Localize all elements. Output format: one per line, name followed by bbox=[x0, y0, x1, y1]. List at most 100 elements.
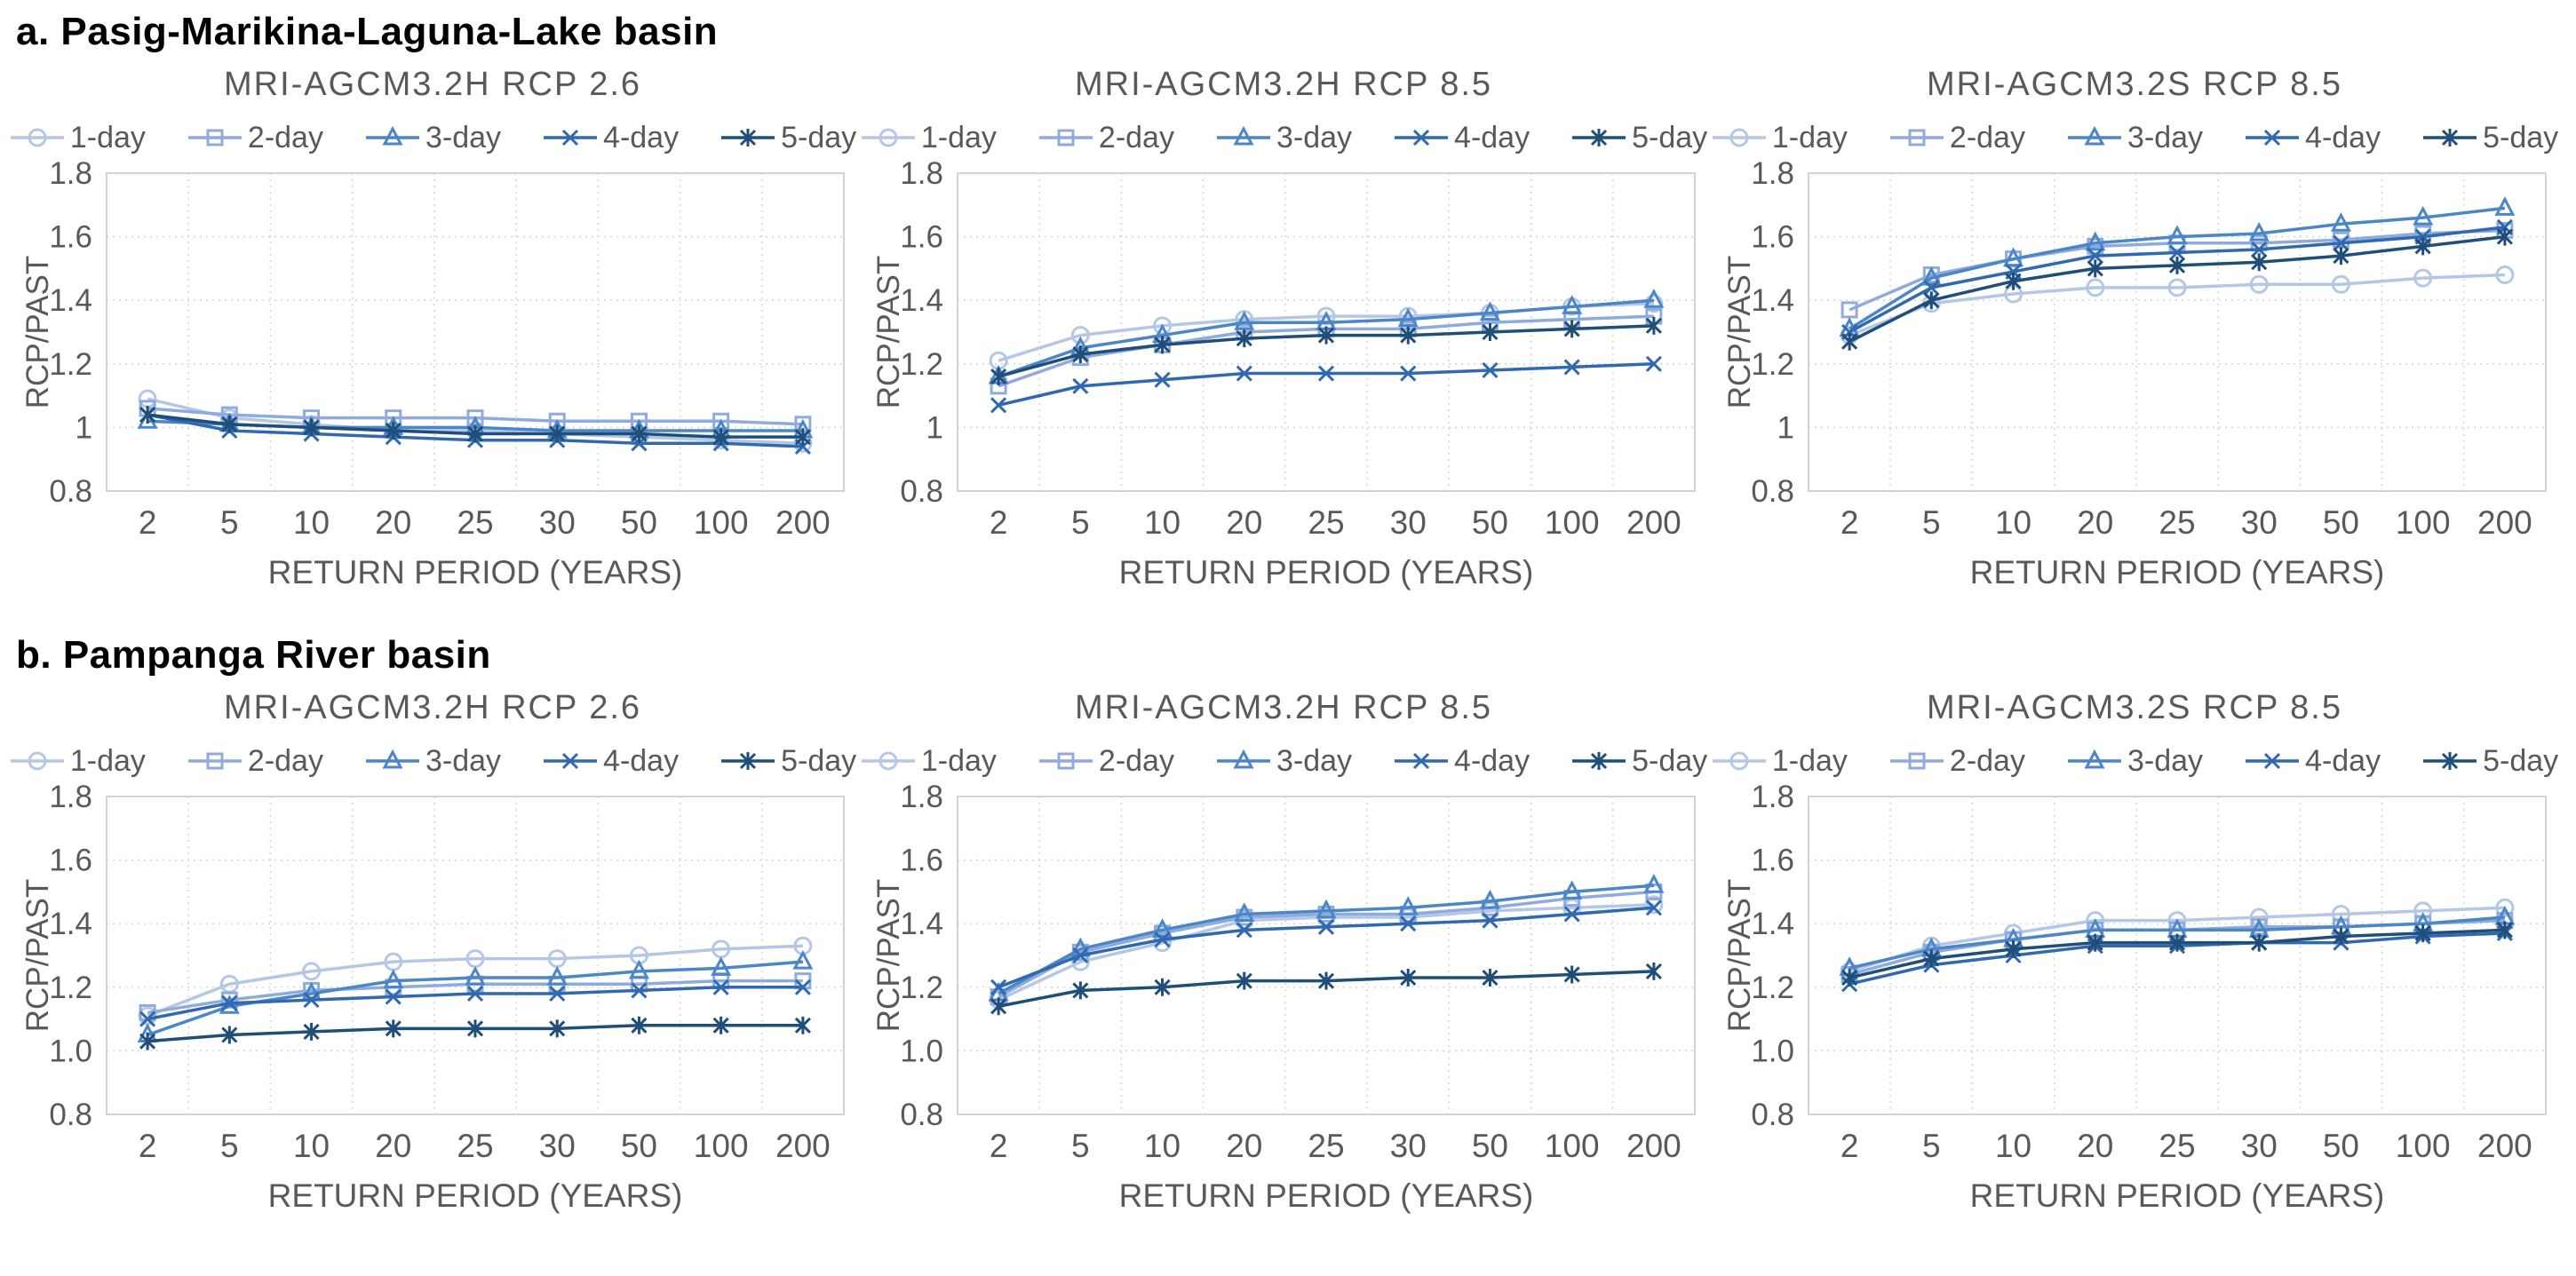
plot-svg: 0.81.01.21.41.61.82 5 10 20 25 30 50 100 200RCP/… bbox=[871, 784, 1696, 1214]
x-marker-icon bbox=[542, 749, 599, 773]
svg-text:RETURN PERIOD (YEARS): RETURN PERIOD (YEARS) bbox=[1119, 1177, 1534, 1214]
legend-label: 5-day bbox=[2483, 120, 2559, 155]
circle-marker-icon bbox=[9, 126, 66, 149]
star-marker-icon bbox=[1570, 126, 1627, 149]
triangle-marker-icon bbox=[364, 126, 421, 149]
square-marker-icon bbox=[1888, 749, 1945, 773]
svg-text:1.4: 1.4 bbox=[49, 907, 92, 941]
svg-text:RETURN PERIOD (YEARS): RETURN PERIOD (YEARS) bbox=[1119, 554, 1534, 590]
x-marker-icon bbox=[2244, 126, 2301, 149]
svg-text:2: 2 bbox=[139, 1128, 157, 1164]
svg-text:RCP/PAST: RCP/PAST bbox=[20, 256, 55, 408]
svg-text:2: 2 bbox=[990, 504, 1008, 541]
triangle-marker-icon bbox=[2066, 749, 2123, 773]
legend-label: 3-day bbox=[2127, 120, 2204, 155]
svg-text:200: 200 bbox=[2477, 1128, 2532, 1164]
legend-item-3-day: 3-day bbox=[1215, 744, 1352, 779]
legend-label: 4-day bbox=[603, 120, 680, 155]
plot-svg: 0.811.21.41.61.82 5 10 20 25 30 50 100 200RCP/PA… bbox=[871, 161, 1696, 590]
svg-text:1.4: 1.4 bbox=[49, 283, 92, 318]
legend-item-4-day: 4-day bbox=[1393, 744, 1530, 779]
legend: 1-day 2-day 3-day 4-day 5-day bbox=[7, 740, 858, 782]
legend-label: 5-day bbox=[2483, 743, 2559, 778]
svg-text:20: 20 bbox=[375, 504, 411, 541]
legend: 1-day 2-day 3-day 4-day 5-day bbox=[858, 740, 1709, 782]
svg-text:100: 100 bbox=[694, 504, 749, 541]
circle-marker-icon bbox=[1711, 126, 1768, 149]
star-marker-icon bbox=[720, 749, 776, 773]
svg-text:0.8: 0.8 bbox=[1751, 474, 1794, 509]
svg-text:RETURN PERIOD (YEARS): RETURN PERIOD (YEARS) bbox=[1970, 554, 2385, 590]
legend-label: 3-day bbox=[1276, 120, 1353, 155]
svg-text:1.2: 1.2 bbox=[49, 347, 92, 382]
svg-text:0.8: 0.8 bbox=[49, 1098, 92, 1132]
svg-text:1.6: 1.6 bbox=[1751, 220, 1794, 255]
chart-title: MRI-AGCM3.2H RCP 2.6 bbox=[223, 689, 642, 726]
legend-label: 2-day bbox=[1098, 120, 1174, 155]
legend-label: 1-day bbox=[920, 743, 997, 778]
svg-text:100: 100 bbox=[694, 1128, 749, 1164]
x-marker-icon bbox=[1393, 126, 1450, 149]
triangle-marker-icon bbox=[1215, 749, 1272, 773]
legend-label: 1-day bbox=[1771, 120, 1848, 155]
svg-text:1: 1 bbox=[1777, 410, 1794, 445]
svg-text:RCP/PAST: RCP/PAST bbox=[1722, 256, 1757, 408]
svg-text:0.8: 0.8 bbox=[900, 474, 943, 509]
svg-text:1.6: 1.6 bbox=[49, 844, 92, 878]
svg-text:2: 2 bbox=[990, 1128, 1008, 1164]
plot-svg: 0.81.01.21.41.61.82 5 10 20 25 30 50 100 200RCP/… bbox=[20, 784, 845, 1214]
svg-text:25: 25 bbox=[457, 504, 493, 541]
legend-label: 2-day bbox=[247, 743, 323, 778]
legend-item-3-day: 3-day bbox=[364, 121, 501, 155]
x-marker-icon bbox=[1393, 749, 1450, 773]
legend-label: 5-day bbox=[781, 120, 857, 155]
svg-text:RCP/PAST: RCP/PAST bbox=[1722, 879, 1757, 1032]
svg-text:5: 5 bbox=[220, 504, 239, 541]
star-marker-icon bbox=[720, 126, 776, 149]
square-marker-icon bbox=[1888, 126, 1945, 149]
svg-text:100: 100 bbox=[1545, 504, 1600, 541]
svg-text:20: 20 bbox=[1226, 504, 1262, 541]
svg-text:1.4: 1.4 bbox=[1751, 283, 1794, 318]
svg-text:25: 25 bbox=[457, 1128, 493, 1164]
legend-item-3-day: 3-day bbox=[1215, 121, 1352, 155]
legend-label: 1-day bbox=[920, 120, 997, 155]
chart-pasig-h-rcp85: MRI-AGCM3.2H RCP 8.5 1-day 2-day 3-day 4-da… bbox=[858, 55, 1709, 609]
svg-text:1.0: 1.0 bbox=[49, 1034, 92, 1068]
svg-text:RETURN PERIOD (YEARS): RETURN PERIOD (YEARS) bbox=[268, 1177, 683, 1214]
legend-item-1-day: 1-day bbox=[1711, 744, 1848, 779]
triangle-marker-icon bbox=[1215, 126, 1272, 149]
star-marker-icon bbox=[2421, 749, 2478, 773]
legend-label: 5-day bbox=[1632, 743, 1708, 778]
svg-text:1.6: 1.6 bbox=[900, 220, 943, 255]
chart-title: MRI-AGCM3.2H RCP 2.6 bbox=[223, 66, 642, 103]
svg-text:10: 10 bbox=[1995, 1128, 2031, 1164]
legend-item-2-day: 2-day bbox=[187, 121, 323, 155]
legend-label: 1-day bbox=[69, 743, 146, 778]
svg-text:1.8: 1.8 bbox=[1751, 161, 1794, 191]
section-a-heading: a. Pasig-Marikina-Laguna-Lake basin bbox=[16, 10, 719, 53]
square-marker-icon bbox=[187, 126, 243, 149]
legend-item-2-day: 2-day bbox=[187, 744, 323, 779]
chart-title: MRI-AGCM3.2S RCP 8.5 bbox=[1927, 689, 2342, 726]
svg-text:30: 30 bbox=[1390, 1128, 1427, 1164]
svg-text:1.4: 1.4 bbox=[1751, 907, 1794, 941]
legend-item-4-day: 4-day bbox=[2244, 121, 2381, 155]
svg-text:50: 50 bbox=[621, 1128, 657, 1164]
svg-text:100: 100 bbox=[2396, 1128, 2451, 1164]
section-pampanga: b. Pampanga River basin MRI-AGCM3.2H RCP… bbox=[7, 632, 2569, 1232]
svg-text:1.0: 1.0 bbox=[900, 1034, 943, 1068]
svg-text:10: 10 bbox=[1144, 504, 1181, 541]
legend-label: 4-day bbox=[603, 743, 680, 778]
svg-text:1.4: 1.4 bbox=[900, 283, 943, 318]
svg-text:1.6: 1.6 bbox=[900, 844, 943, 878]
legend-label: 4-day bbox=[1454, 743, 1530, 778]
chart-pampanga-h-rcp85: MRI-AGCM3.2H RCP 8.5 1-day 2-day 3-day 4-da… bbox=[858, 678, 1709, 1232]
legend-label: 3-day bbox=[2127, 743, 2204, 778]
svg-text:1.2: 1.2 bbox=[900, 971, 943, 1005]
svg-text:1.8: 1.8 bbox=[49, 161, 92, 191]
legend-label: 2-day bbox=[1949, 743, 2025, 778]
svg-text:RCP/PAST: RCP/PAST bbox=[20, 879, 55, 1032]
legend-item-4-day: 4-day bbox=[542, 744, 679, 779]
svg-text:5: 5 bbox=[1922, 504, 1941, 541]
